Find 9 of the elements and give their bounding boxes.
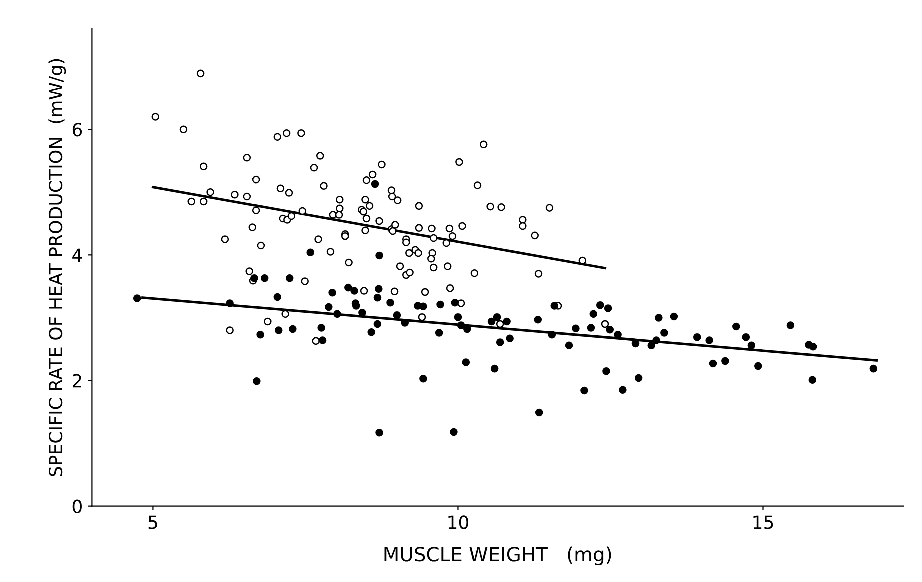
- x-tick-label: 10: [448, 516, 469, 530]
- y-tick-label: 6: [72, 123, 82, 137]
- y-tick-label: 0: [72, 500, 82, 514]
- x-tick-label: 15: [754, 516, 774, 530]
- y-tick-label: 4: [72, 248, 82, 262]
- x-tick-label: 5: [148, 516, 158, 530]
- x-axis-title: MUSCLE WEIGHT (mg): [384, 546, 612, 566]
- y-axis-title: SPECIFIC RATE OF HEAT PRODUCTION (mW/g): [48, 59, 66, 476]
- y-tick-label: 2: [73, 374, 82, 388]
